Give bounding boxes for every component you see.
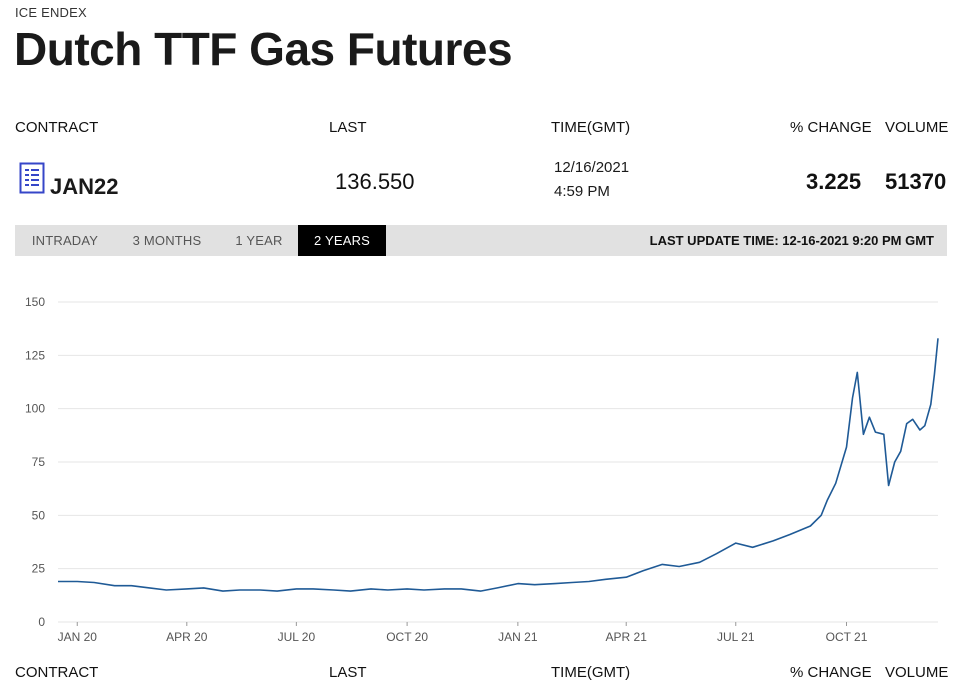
x-tick-label: JUL 21 — [717, 630, 755, 644]
column-header-contract: CONTRACT — [15, 119, 99, 136]
y-tick-label: 50 — [32, 508, 46, 522]
pct-change-value: 3.225 — [806, 169, 862, 194]
x-tick-label: OCT 20 — [386, 630, 428, 644]
contract-name[interactable]: JAN22 — [50, 174, 119, 199]
y-tick-label: 150 — [25, 295, 45, 309]
column-header-last: LAST — [329, 119, 367, 136]
x-tick-label: JAN 20 — [58, 630, 98, 644]
y-tick-label: 75 — [32, 455, 46, 469]
x-tick-label: APR 20 — [166, 630, 208, 644]
column-header-time: TIME(GMT) — [551, 119, 631, 136]
y-tick-label: 100 — [25, 402, 45, 416]
column-header-volume: VOLUME — [885, 119, 949, 136]
range-tab-bar: INTRADAY 3 MONTHS 1 YEAR 2 YEARS LAST UP… — [15, 225, 947, 256]
column-header-volume-bottom: VOLUME — [885, 664, 949, 681]
trade-time: 4:59 PM — [554, 183, 610, 200]
x-axis-ticks: JAN 20 APR 20 JUL 20 OCT 20 JAN 21 APR 21 JUL … — [58, 622, 868, 644]
column-header-pct-change-bottom: % CHANGE — [790, 664, 872, 681]
y-tick-label: 25 — [32, 562, 46, 576]
price-chart: 0 25 50 75 100 125 150 JAN 20 APR 20 JUL 20 OCT 2… — [25, 295, 939, 644]
volume-value: 51370 — [885, 169, 947, 194]
exchange-label: ICE ENDEX — [15, 5, 87, 20]
x-tick-label: OCT 21 — [826, 630, 868, 644]
tab-3-months[interactable]: 3 MONTHS — [132, 233, 202, 248]
x-tick-label: JAN 21 — [498, 630, 538, 644]
tab-1-year[interactable]: 1 YEAR — [235, 233, 283, 248]
tab-2-years[interactable]: 2 YEARS — [298, 225, 386, 256]
price-series-line — [58, 338, 939, 592]
page-title: Dutch TTF Gas Futures — [14, 23, 513, 75]
contract-document-icon[interactable] — [19, 162, 45, 194]
x-tick-label: APR 21 — [606, 630, 648, 644]
column-header-last-bottom: LAST — [329, 664, 367, 681]
column-header-pct-change: % CHANGE — [790, 119, 872, 136]
column-header-contract-bottom: CONTRACT — [15, 664, 99, 681]
tab-intraday[interactable]: INTRADAY — [31, 233, 99, 248]
chart-grid — [58, 301, 938, 623]
trade-date: 12/16/2021 — [554, 159, 630, 176]
y-tick-label: 125 — [25, 348, 45, 362]
y-tick-label: 0 — [38, 615, 45, 629]
x-tick-label: JUL 20 — [278, 630, 316, 644]
y-axis-ticks: 0 25 50 75 100 125 150 — [25, 295, 45, 629]
column-header-time-bottom: TIME(GMT) — [551, 664, 631, 681]
last-price: 136.550 — [335, 169, 415, 194]
last-update-time: LAST UPDATE TIME: 12-16-2021 9:20 PM GMT — [649, 233, 934, 248]
